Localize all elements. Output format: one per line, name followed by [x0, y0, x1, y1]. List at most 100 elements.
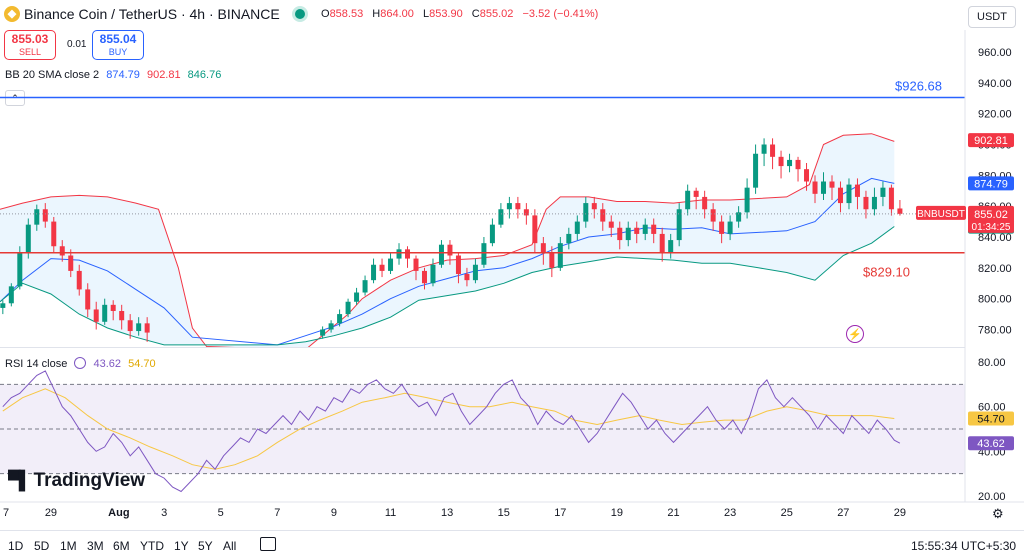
candle-body [846, 184, 852, 204]
range-button-1m[interactable]: 1M [60, 539, 77, 553]
currency-button[interactable]: USDT [968, 6, 1016, 28]
price-chart[interactable]: $926.68$829.10960.00940.00920.00900.0088… [0, 30, 1024, 530]
range-button-ytd[interactable]: YTD [140, 539, 164, 553]
range-button-3m[interactable]: 3M [87, 539, 104, 553]
candle-body [837, 187, 843, 204]
candle-body [549, 252, 555, 268]
sell-button[interactable]: 855.03 SELL [4, 30, 56, 60]
price-change: −3.52 (−0.41%) [522, 8, 599, 20]
bb-indicator-legend[interactable]: BB 20 SMA close 2 874.79 902.81 846.76 [5, 69, 225, 81]
candle-body [76, 270, 82, 290]
candle-body [515, 203, 521, 210]
symbol-tag: BNBUSDT [917, 209, 965, 220]
candle-body [804, 169, 810, 182]
time-axis-tick: 13 [441, 507, 453, 519]
candle-body [430, 264, 436, 284]
candle-body [85, 289, 91, 310]
rsi-axis-tick: 80.00 [978, 357, 1006, 369]
rsi-value: 43.62 [93, 358, 122, 370]
candle-body [821, 181, 827, 194]
candle-body [472, 264, 478, 281]
time-axis-tick: 23 [724, 507, 736, 519]
buy-label: BUY [108, 47, 128, 57]
bb-upper-value: 902.81 [146, 69, 181, 81]
tradingview-logo: ▀▌ TradingView [8, 470, 145, 492]
time-axis-tick: 3 [161, 507, 167, 519]
candle-body [110, 304, 116, 311]
clock-timezone[interactable]: 15:55:34 UTC+5:30 [911, 539, 1017, 553]
spread-value: 0.01 [67, 39, 87, 50]
sell-price: 855.03 [11, 32, 49, 46]
candle-body [583, 203, 589, 222]
price-axis-tick: 800.00 [978, 294, 1012, 306]
time-axis-tick: 11 [385, 507, 396, 519]
symbol-title[interactable]: Binance Coin / TetherUS · 4h · BINANCE [24, 6, 280, 22]
range-button-6m[interactable]: 6M [113, 539, 130, 553]
candle-body [413, 258, 419, 271]
candle-body [447, 244, 453, 256]
buy-button[interactable]: 855.04 BUY [92, 30, 144, 60]
range-button-5y[interactable]: 5Y [198, 539, 213, 553]
rsi-indicator-legend[interactable]: RSI 14 close 43.62 54.70 [5, 357, 160, 370]
ohlc-values: O858.53 H864.00 L853.90 C855.02 −3.52 (−… [321, 8, 604, 20]
candle-body [753, 153, 759, 188]
candle-body [566, 233, 572, 244]
time-axis-tick: 15 [498, 507, 510, 519]
candle-body [489, 224, 495, 244]
price-axis-tick: 840.00 [978, 232, 1012, 244]
high-value: 864.00 [380, 8, 414, 20]
candle-body [320, 329, 326, 336]
bb-basis-value: 874.79 [106, 69, 140, 81]
range-button-1d[interactable]: 1D [8, 539, 24, 553]
candle-body [396, 249, 402, 259]
candle-body [693, 190, 699, 197]
horizontal-line-label-0: $926.68 [895, 78, 942, 93]
candle-body [625, 227, 631, 241]
candle-body [719, 221, 725, 234]
range-button-5d[interactable]: 5D [34, 539, 50, 553]
price-axis-tick: 960.00 [978, 47, 1012, 59]
candle-body [127, 320, 133, 332]
candle-body [523, 209, 529, 216]
rsi-indicator-name: RSI 14 close [5, 358, 68, 370]
time-axis-tick: 7 [3, 507, 9, 519]
last-price-tag: 855.02 [974, 209, 1008, 221]
rsi-line [2, 370, 901, 493]
candle-body [854, 184, 860, 197]
rsi-axis-tick: 20.00 [978, 491, 1006, 503]
rsi-settings-icon[interactable] [74, 357, 87, 369]
candle-body [68, 255, 74, 271]
candle-body [557, 243, 563, 268]
bb-indicator-name: BB 20 SMA close 2 [5, 69, 100, 81]
lightning-bolt-icon[interactable]: ⚡ [846, 325, 864, 343]
candle-body [532, 215, 538, 244]
candle-body [787, 159, 793, 167]
bb-basis-price-tag-bg [968, 176, 1014, 191]
price-axis-tick: 780.00 [978, 325, 1012, 337]
gear-icon[interactable]: ⚙ [992, 506, 1004, 521]
open-value: 858.53 [329, 8, 364, 20]
bb-basis-price-tag: 874.79 [974, 178, 1008, 190]
rsi-price-tag-bg [968, 436, 1014, 451]
candle-body [727, 221, 733, 234]
time-axis-tick: 7 [274, 507, 280, 519]
candle-body [388, 258, 394, 271]
market-open-indicator-icon [295, 9, 305, 19]
calendar-icon[interactable] [260, 537, 276, 551]
time-axis-tick: 21 [667, 507, 679, 519]
candle-countdown: 01:34:25 [972, 222, 1011, 233]
candle-body [795, 159, 801, 170]
range-button-all[interactable]: All [223, 539, 237, 553]
range-button-1y[interactable]: 1Y [174, 539, 189, 553]
candle-body [93, 309, 99, 322]
candle-body [362, 280, 368, 293]
pane-separator[interactable] [0, 347, 965, 348]
close-label: C [471, 8, 480, 20]
rsi-ma-value: 54.70 [128, 358, 156, 370]
high-label: H [372, 8, 381, 20]
time-axis-tick: 25 [781, 507, 793, 519]
rsi-price-tag: 43.62 [977, 438, 1005, 450]
rsi-band-fill [0, 384, 965, 474]
chart-header: ◆ Binance Coin / TetherUS · 4h · BINANCE… [0, 0, 1024, 30]
horizontal-line-label-1: $829.10 [863, 265, 910, 280]
